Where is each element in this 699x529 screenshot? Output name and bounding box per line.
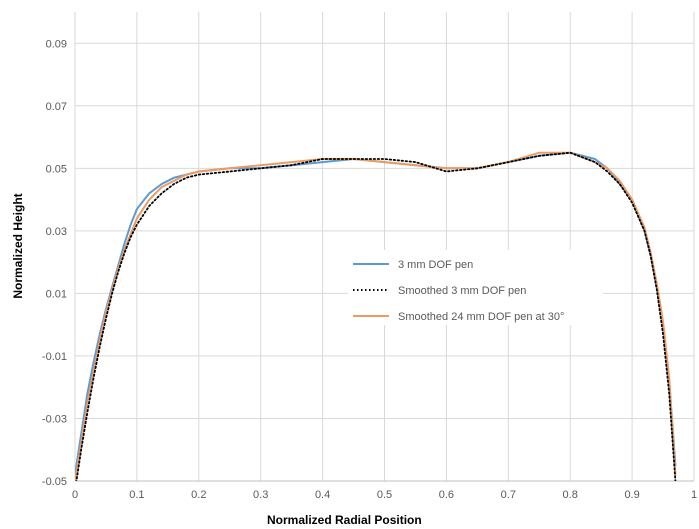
y-tick-label: 0.03 — [46, 226, 67, 238]
x-tick-label: 0.3 — [253, 489, 268, 501]
x-tick-label: 0.9 — [624, 489, 639, 501]
y-tick-label: -0.05 — [42, 476, 67, 488]
y-tick-label: 0.05 — [46, 163, 67, 175]
x-tick-label: 0.6 — [439, 489, 454, 501]
x-tick-label: 0.2 — [191, 489, 206, 501]
legend-label: Smoothed 24 mm DOF pen at 30° — [398, 311, 564, 323]
y-tick-label: 0.09 — [46, 38, 67, 50]
legend: 3 mm DOF pen Smoothed 3 mm DOF pen Smoothe… — [353, 259, 564, 323]
series-layer — [75, 151, 677, 481]
legend-box — [348, 250, 603, 325]
tick-labels: -0.05 -0.03 -0.01 0.01 0.03 0.05 0.07 0.09 0 0.1 0… — [42, 38, 697, 501]
x-tick-label: 0.7 — [501, 489, 516, 501]
y-tick-label: 0.07 — [46, 101, 67, 113]
x-tick-label: 1 — [691, 489, 697, 501]
x-tick-label: 0 — [72, 489, 78, 501]
x-tick-label: 0.1 — [129, 489, 144, 501]
x-tick-label: 0.4 — [315, 489, 330, 501]
y-tick-label: 0.01 — [46, 288, 67, 300]
series-line-2 — [75, 151, 677, 481]
x-tick-label: 0.5 — [377, 489, 392, 501]
y-axis-title: Normalized Height — [11, 193, 25, 298]
x-tick-label: 0.8 — [563, 489, 578, 501]
legend-label: Smoothed 3 mm DOF pen — [398, 285, 526, 297]
y-tick-label: -0.03 — [42, 413, 67, 425]
grid-lines — [74, 12, 695, 482]
x-axis-title: Normalized Radial Position — [267, 513, 422, 527]
legend-label: 3 mm DOF pen — [398, 259, 473, 271]
series-line-1 — [75, 151, 677, 481]
y-tick-label: -0.01 — [42, 351, 67, 363]
